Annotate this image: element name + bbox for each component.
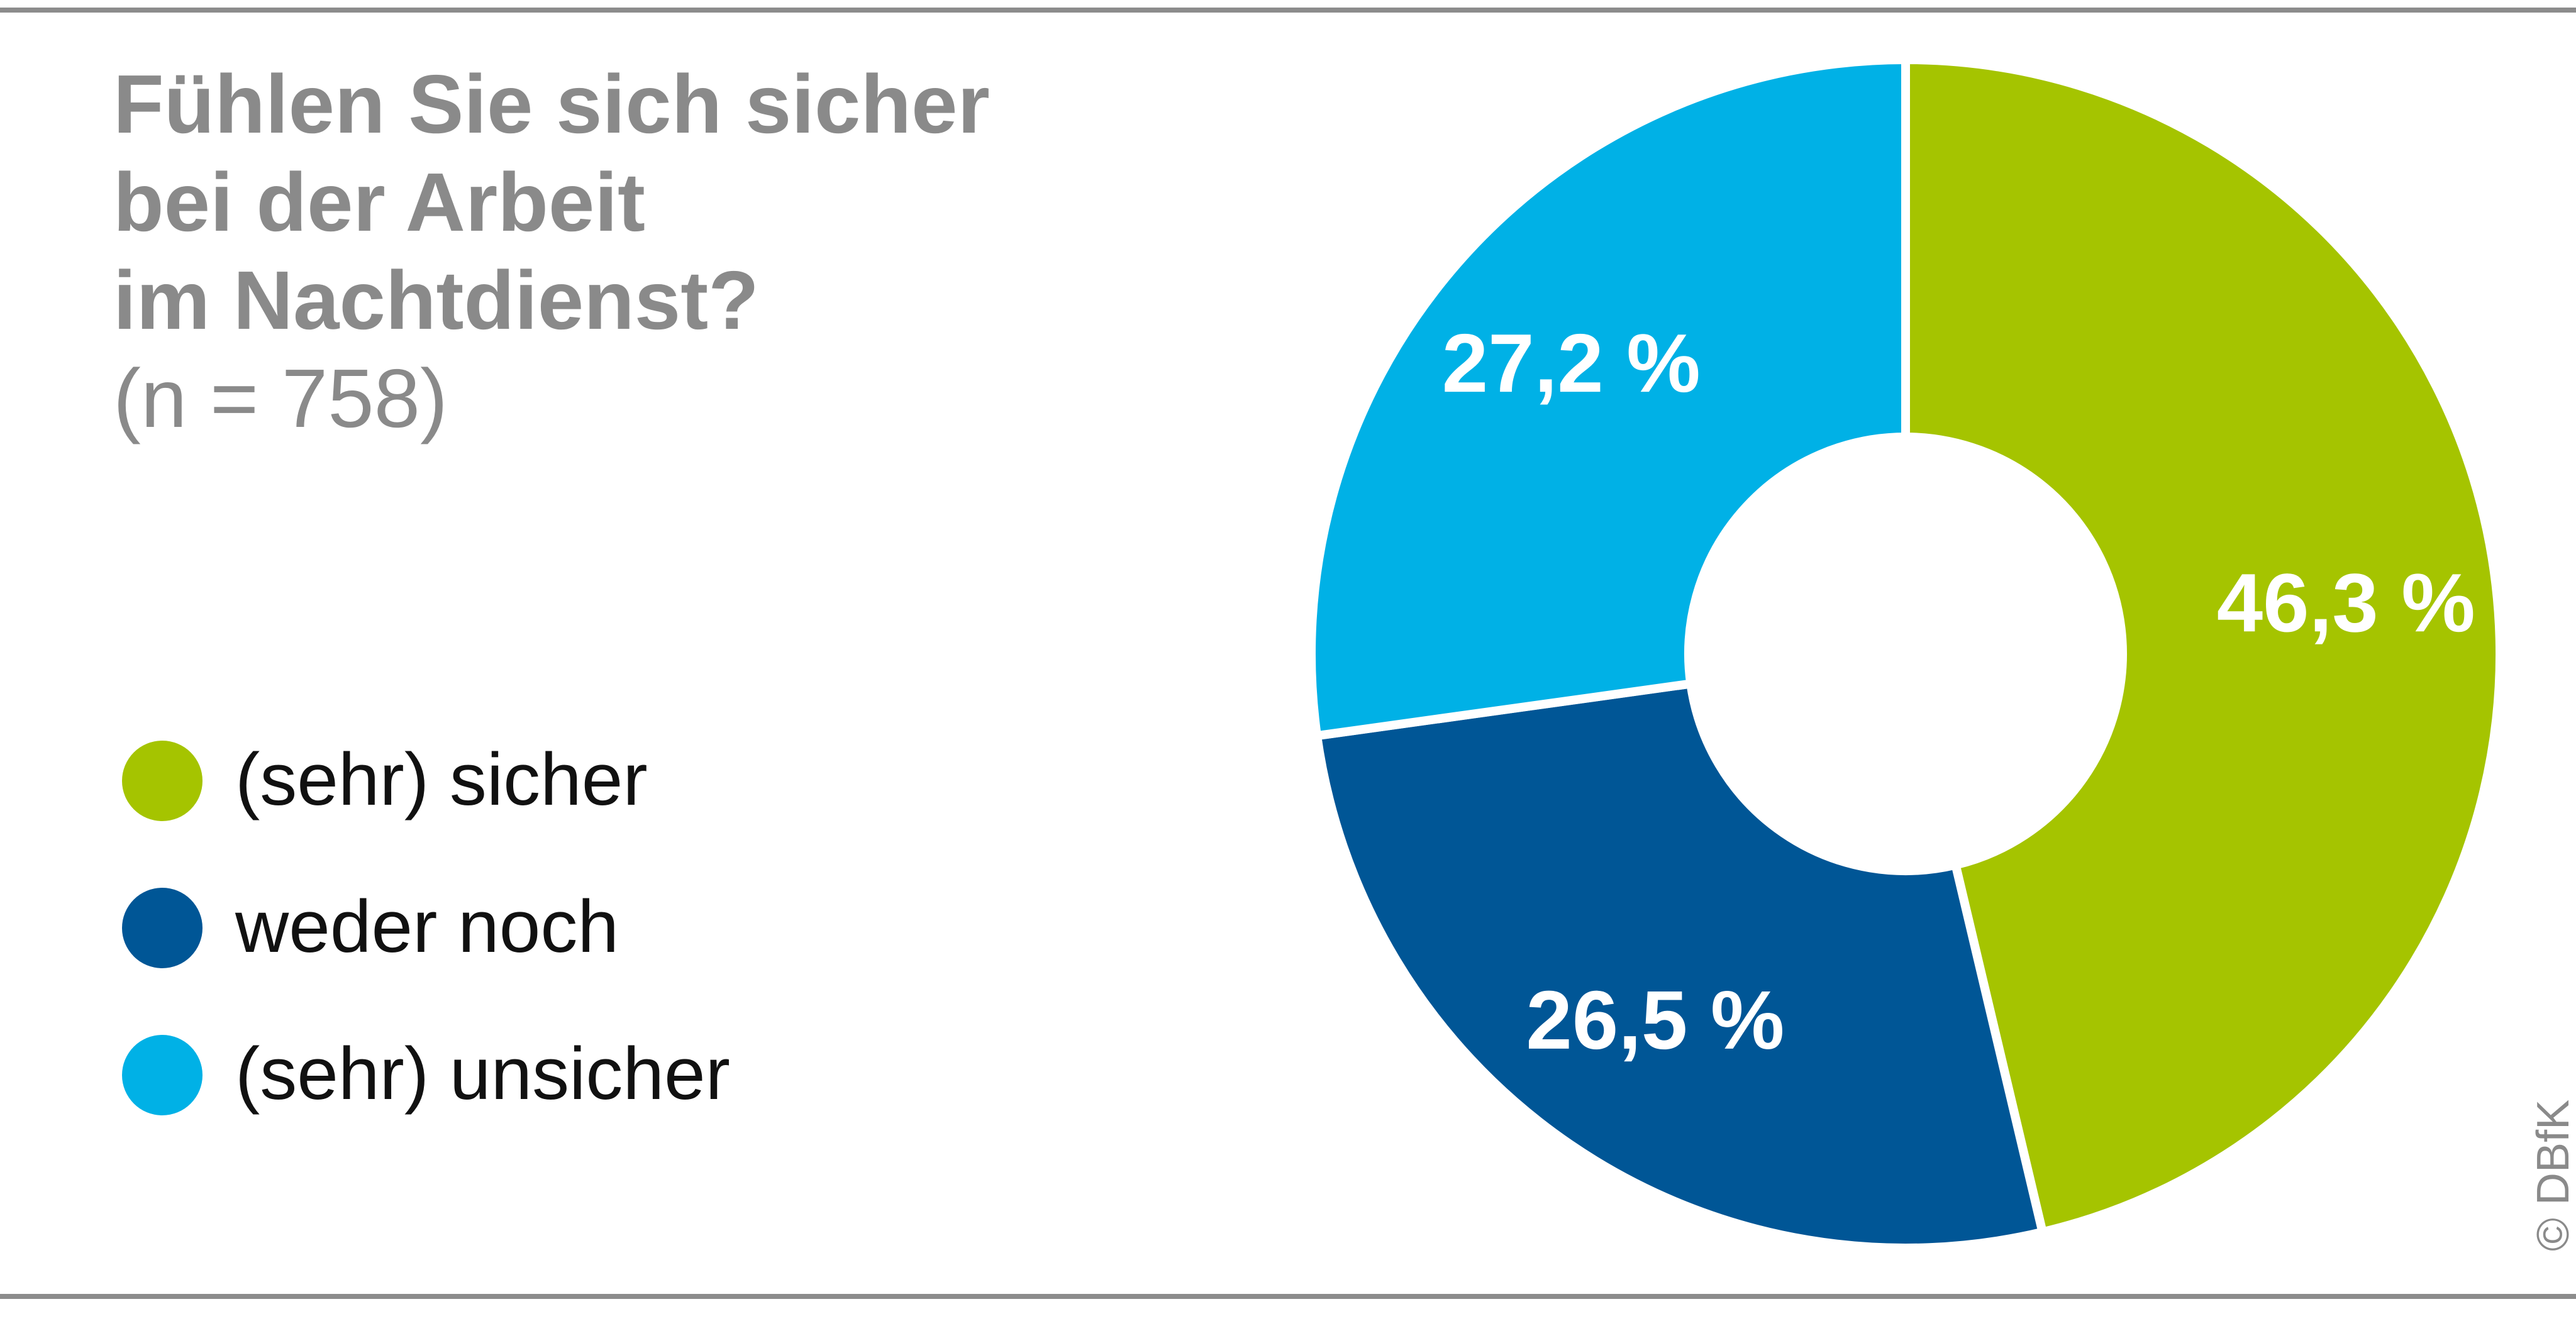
bottom-divider [0, 1294, 2576, 1299]
legend-swatch-unsicher [122, 1035, 203, 1115]
legend-label-unsicher: (sehr) unsicher [235, 1032, 730, 1115]
donut-slice-sicher [1901, 55, 2504, 1238]
top-divider [0, 8, 2576, 13]
chart-title-line-1: Fühlen Sie sich sicher [113, 58, 990, 150]
chart-title-line-3: im Nachtdienst? [113, 254, 759, 346]
legend-swatch-sicher [122, 741, 203, 821]
slice-value-label-weder-noch: 26,5 % [1526, 974, 1784, 1066]
donut-slice-unsicher [1307, 55, 1910, 741]
chart-title-line-2: bei der Arbeit [113, 156, 645, 248]
legend-label-sicher: (sehr) sicher [235, 738, 648, 821]
donut-slice-weder-noch [1312, 678, 2048, 1252]
legend-label-weder-noch: weder noch [235, 885, 619, 968]
slice-value-label-sicher: 46,3 % [2217, 556, 2475, 649]
chart-title-block: Fühlen Sie sich sicher bei der Arbeit im… [113, 55, 990, 448]
copyright-notice: © DBfK [2528, 1099, 2576, 1251]
legend-swatch-weder-noch [122, 888, 203, 968]
chart-subtitle: (n = 758) [113, 352, 448, 445]
slice-value-label-unsicher: 27,2 % [1442, 317, 1701, 409]
